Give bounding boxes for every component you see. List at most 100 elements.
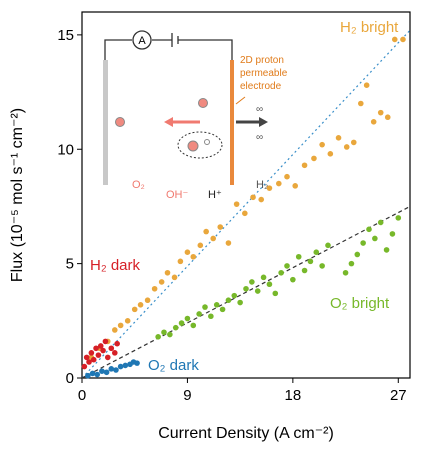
point — [144, 297, 151, 304]
point — [172, 324, 179, 331]
point — [171, 274, 178, 281]
point — [113, 367, 119, 373]
point — [184, 315, 191, 322]
point — [108, 366, 115, 372]
point — [178, 320, 185, 326]
point — [124, 318, 131, 324]
y-tick-label: 15 — [57, 27, 74, 44]
point — [122, 362, 129, 369]
point — [242, 210, 248, 217]
point — [95, 352, 102, 358]
point — [208, 313, 214, 320]
point — [343, 144, 350, 150]
point — [249, 279, 255, 285]
point — [134, 360, 140, 366]
point — [231, 292, 238, 299]
x-tick-label: 27 — [390, 387, 407, 404]
point — [89, 370, 96, 377]
point — [295, 253, 302, 260]
point — [203, 228, 209, 235]
series-label: O₂ bright — [330, 295, 390, 312]
point — [266, 185, 273, 191]
point — [184, 249, 191, 255]
point — [81, 363, 88, 370]
point — [272, 290, 279, 297]
point — [327, 151, 334, 157]
point — [155, 334, 161, 340]
point — [383, 247, 390, 253]
point — [164, 269, 171, 276]
point — [93, 345, 99, 352]
arrow-head — [164, 117, 173, 127]
point — [278, 269, 284, 276]
o2-molecule — [115, 117, 125, 127]
point — [210, 235, 216, 242]
point — [102, 338, 109, 345]
point — [243, 285, 249, 292]
point — [225, 297, 232, 304]
point — [258, 196, 265, 203]
point — [319, 141, 325, 148]
point — [307, 258, 314, 265]
molecule — [198, 98, 208, 108]
point — [112, 327, 118, 333]
electrode-label-line: 2D proton — [240, 55, 284, 66]
point — [260, 274, 267, 281]
point — [97, 343, 104, 349]
point — [108, 345, 115, 352]
point — [190, 322, 197, 329]
point — [233, 201, 240, 207]
point — [366, 226, 372, 233]
point — [391, 36, 398, 43]
point — [190, 253, 197, 260]
electrode-label-line: electrode — [240, 81, 282, 92]
point — [117, 363, 124, 370]
point — [325, 242, 331, 249]
proton — [204, 139, 210, 145]
point — [161, 329, 167, 336]
wire — [104, 39, 132, 150]
point — [202, 304, 208, 310]
point — [301, 162, 308, 169]
point — [225, 240, 232, 246]
point — [85, 372, 91, 379]
y-tick-label: 5 — [66, 256, 74, 273]
electrode-label-line: permeable — [240, 68, 288, 79]
point — [266, 281, 273, 288]
point — [377, 219, 384, 226]
series-label: O₂ dark — [148, 357, 199, 374]
point — [196, 311, 202, 317]
point — [197, 242, 204, 249]
fit-line — [81, 205, 411, 379]
ammeter-label: A — [138, 35, 146, 47]
inset: A 2D proton permeable electrode ∞ ∞ O₂ OH⁻… — [103, 30, 288, 201]
point — [400, 36, 406, 43]
x-tick-label: 18 — [285, 387, 302, 404]
point — [360, 240, 366, 246]
wire — [178, 39, 233, 60]
point — [167, 331, 173, 338]
water — [187, 140, 199, 152]
point — [99, 368, 105, 374]
point — [363, 82, 370, 88]
y-tick-label: 0 — [66, 370, 74, 387]
point — [131, 306, 138, 313]
point — [290, 276, 296, 283]
point — [284, 173, 290, 180]
point — [358, 100, 364, 107]
point — [301, 267, 308, 274]
point — [284, 263, 290, 269]
point — [395, 215, 402, 221]
point — [104, 354, 111, 361]
point — [83, 354, 90, 361]
point — [354, 251, 361, 258]
h2-icon: ∞ — [256, 104, 263, 115]
ammeter — [132, 30, 152, 50]
point — [372, 235, 378, 242]
point — [292, 183, 299, 189]
h2-label: H₂ — [256, 179, 268, 191]
h2-icon: ∞ — [256, 132, 263, 143]
point — [90, 356, 97, 363]
point — [177, 258, 184, 265]
